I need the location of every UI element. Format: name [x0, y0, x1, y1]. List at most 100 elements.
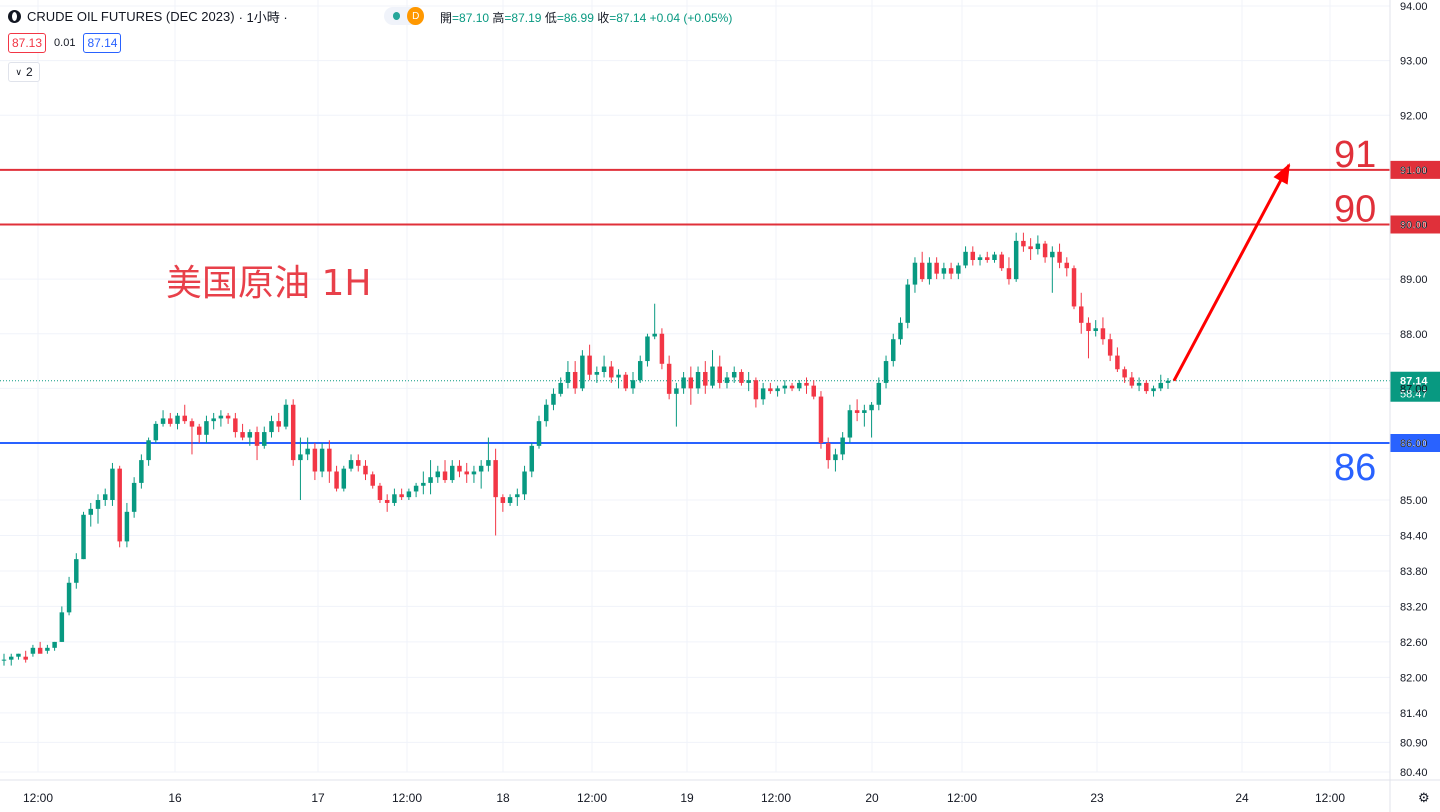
candle: [999, 251, 1004, 271]
candle-body: [95, 500, 101, 509]
symbol-header[interactable]: CRUDE OIL FUTURES (DEC 2023) · 1小時 ·: [8, 6, 288, 26]
y-tick-label: 93.00: [1400, 56, 1428, 68]
candle: [30, 644, 36, 657]
candle-body: [435, 471, 441, 478]
ohlc-legend: 開=87.10 高=87.19 低=86.99 收=87.14 +0.04 (+…: [440, 9, 732, 26]
market-status[interactable]: D: [384, 7, 424, 25]
buy-button[interactable]: 87.14: [83, 33, 122, 53]
candle-body: [999, 254, 1004, 269]
level-price-tag-label: 91.00: [1400, 165, 1428, 177]
indicators-toggle[interactable]: ∨ 2: [8, 62, 40, 82]
candle: [254, 426, 260, 461]
candle: [276, 412, 281, 433]
candle-body: [536, 421, 542, 446]
candle-body: [384, 500, 390, 503]
candle: [1115, 347, 1120, 372]
candle-body: [666, 363, 672, 394]
candle: [175, 412, 180, 430]
y-tick-label: 86.00: [1400, 438, 1428, 450]
y-tick-label: 85.00: [1400, 495, 1428, 507]
candle: [240, 423, 245, 441]
y-tick-label: 89.00: [1400, 274, 1428, 286]
candle-body: [1115, 355, 1120, 370]
candle-body: [637, 361, 643, 381]
candle: [507, 494, 513, 506]
candle-body: [81, 514, 86, 560]
y-tick-label: 87.00: [1400, 383, 1428, 395]
candle: [833, 448, 838, 472]
candle-body: [182, 415, 187, 422]
candle-body: [782, 385, 788, 389]
candle-body: [703, 371, 708, 386]
candle-body: [1144, 382, 1149, 392]
candle: [500, 494, 506, 512]
candle: [8, 653, 14, 666]
candle-body: [168, 418, 173, 424]
candle: [1, 653, 7, 666]
x-tick-label: 24: [1235, 791, 1249, 805]
sell-button[interactable]: 87.13: [8, 33, 47, 53]
y-tick-label: 80.90: [1400, 737, 1428, 749]
candle: [16, 653, 21, 660]
candle-body: [211, 418, 216, 422]
x-tick-label: 23: [1090, 791, 1104, 805]
candle: [840, 432, 845, 461]
candle-body: [175, 415, 180, 424]
candle: [717, 355, 722, 389]
candle-body: [1122, 369, 1127, 378]
candle-body: [276, 421, 281, 427]
y-tick-label: 82.60: [1400, 637, 1428, 649]
candle: [225, 412, 231, 424]
candle: [797, 380, 802, 392]
y-tick-label: 94.00: [1400, 1, 1428, 13]
candle: [659, 328, 665, 370]
candle-body: [522, 471, 527, 495]
candle: [327, 440, 332, 483]
x-tick-label: 20: [865, 791, 879, 805]
candle-body: [587, 355, 592, 375]
candle: [1057, 243, 1062, 269]
candle: [753, 377, 759, 408]
candle: [768, 382, 773, 394]
candle: [522, 465, 527, 500]
candle-body: [341, 468, 347, 489]
candle: [298, 437, 303, 500]
candle-body: [290, 404, 296, 461]
settings-gear-icon[interactable]: ⚙: [1418, 790, 1430, 805]
close-label: 收: [597, 11, 610, 25]
candle-body: [413, 485, 419, 492]
candle-body: [74, 559, 79, 583]
candle: [131, 477, 137, 518]
candle: [1064, 257, 1070, 277]
candle: [1165, 377, 1171, 389]
candle-body: [262, 432, 267, 446]
candle-body: [124, 511, 130, 542]
candle-body: [659, 333, 665, 364]
interval-label[interactable]: · 1小時 ·: [238, 9, 288, 25]
candle: [1050, 246, 1055, 293]
candle: [305, 437, 310, 461]
candle-body: [695, 371, 701, 389]
candle-body: [956, 265, 961, 274]
candle: [854, 399, 860, 422]
candle-body: [1079, 306, 1084, 323]
candle-body: [464, 471, 469, 475]
candle-body: [565, 371, 571, 383]
candle-body: [869, 404, 874, 411]
candle: [637, 355, 643, 383]
level-price-tag: [1390, 434, 1440, 452]
candle: [182, 404, 187, 424]
candle: [435, 465, 441, 483]
candle-body: [37, 647, 43, 654]
candle: [1086, 317, 1091, 359]
candle: [652, 303, 657, 340]
candle: [609, 361, 614, 383]
candle: [760, 382, 766, 405]
candle: [211, 412, 216, 430]
candle-body: [428, 477, 433, 483]
candle: [52, 641, 57, 651]
candle-body: [493, 460, 498, 498]
candle-body: [811, 385, 816, 397]
candle-body: [681, 377, 686, 389]
